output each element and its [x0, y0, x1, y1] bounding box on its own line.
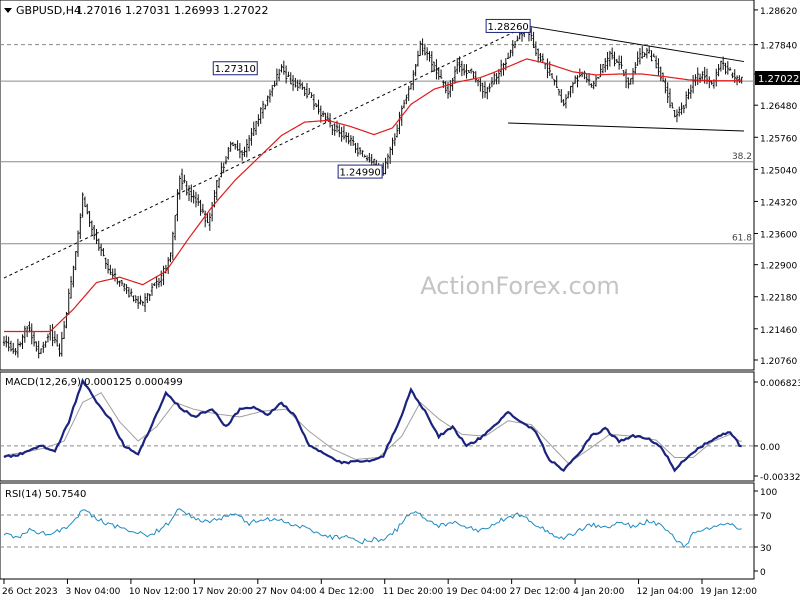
rsi-title: RSI(14) 50.7540: [5, 489, 86, 500]
rsi-line: [3, 508, 742, 549]
rsi-axis-label: 70: [760, 512, 772, 522]
price-axis-label: 1.25760: [760, 134, 797, 144]
macd-axis-label: 0.006823: [760, 379, 800, 389]
channel-trendline: [526, 25, 745, 63]
rsi-axis-label: 30: [760, 544, 772, 554]
ohlc-label: 1.27016 1.27031 1.26993 1.27022: [76, 4, 268, 17]
channel-trendline: [508, 122, 745, 132]
macd-axis-label: -0.003321: [760, 473, 800, 483]
time-axis-label: 12 Jan 04:00: [637, 587, 694, 597]
time-axis-label: 19 Dec 04:00: [446, 587, 507, 597]
rsi-axis-label: 0: [760, 568, 766, 578]
price-axis-label: 1.28620: [760, 7, 797, 17]
time-axis-label: 4 Dec 12:00: [319, 587, 374, 597]
moving-average-line: [4, 58, 742, 333]
price-axis-label: 1.20760: [760, 357, 797, 367]
time-axis-label: 19 Jan 12:00: [700, 587, 757, 597]
price-annotation-label: 1.24990: [339, 168, 380, 179]
price-axis-label: 1.25040: [760, 166, 797, 176]
symbol-label: GBPUSD,H4: [16, 4, 81, 17]
time-axis-label: 10 Nov 12:00: [129, 587, 190, 597]
current-price-label: 1.27022: [758, 74, 799, 85]
macd-axis-label: 0.00: [760, 443, 780, 453]
time-axis-label: 4 Jan 20:00: [573, 587, 625, 597]
price-annotation-label: 1.28260: [487, 22, 528, 33]
macd-line: [3, 377, 742, 473]
time-axis-label: 17 Nov 20:00: [192, 587, 253, 597]
price-annotation-box: [337, 164, 383, 179]
dropdown-arrow-icon[interactable]: [4, 8, 12, 13]
price-axis-label: 1.23600: [760, 230, 797, 240]
rsi-panel-frame: [0, 482, 755, 580]
price-axis-label: 1.21460: [760, 326, 797, 336]
macd-panel-frame: [0, 371, 755, 482]
price-axis-label: 1.22900: [760, 262, 797, 272]
dashed-trendline: [3, 25, 527, 279]
macd-title: MACD(12,26,9) 0.000125 0.000499: [5, 377, 183, 388]
price-axis-label: 1.27840: [760, 42, 797, 52]
time-axis-label: 3 Nov 04:00: [65, 587, 120, 597]
time-axis-label: 26 Oct 2023: [2, 587, 58, 597]
price-annotation-label: 1.27310: [215, 64, 256, 75]
watermark: ActionForex.com: [420, 272, 620, 300]
time-axis-label: 11 Dec 20:00: [383, 587, 444, 597]
rsi-axis-label: 100: [760, 488, 777, 498]
fibonacci-level-label: 61.8: [732, 234, 752, 244]
time-axis-label: 27 Nov 04:00: [256, 587, 317, 597]
price-axis-label: 1.26480: [760, 102, 797, 112]
price-axis-label: 1.22180: [760, 294, 797, 304]
macd-signal-line: [3, 392, 742, 464]
current-price-tag: 1.27022: [755, 71, 800, 85]
price-axis-label: 1.24320: [760, 198, 797, 208]
time-axis-label: 27 Dec 12:00: [510, 587, 571, 597]
main-panel-frame: [0, 0, 755, 371]
price-annotation-box: [485, 18, 531, 33]
fibonacci-level-label: 38.2: [732, 152, 752, 162]
price-annotation-box: [212, 61, 258, 76]
